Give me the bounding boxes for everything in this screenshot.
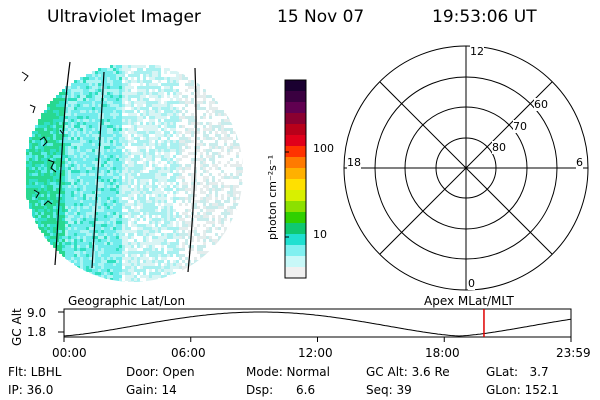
colorbar-swatch <box>285 157 306 169</box>
y-tick-9: 9.0 <box>27 306 47 320</box>
colorbar-swatch <box>285 179 306 191</box>
colorbar-swatch <box>285 80 306 92</box>
polar-lat-60: 60 <box>534 98 548 111</box>
mode-status: Mode: Normal <box>246 365 330 379</box>
meridian-line-3 <box>187 67 197 273</box>
ip-status: IP: 36.0 <box>8 383 54 397</box>
polar-lat-70: 70 <box>513 120 527 133</box>
glon-status: GLon: 152.1 <box>486 383 559 397</box>
x-tick-2359: 23:59 <box>556 346 591 360</box>
uv-disk-image <box>26 65 243 282</box>
polar-lat-80: 80 <box>492 141 506 154</box>
geographic-label: Geographic Lat/Lon <box>68 294 186 308</box>
colorbar-swatch <box>285 102 306 114</box>
colorbar-swatch <box>285 168 306 180</box>
polar-label-6: 6 <box>576 156 583 169</box>
colorbar-swatch <box>285 201 306 213</box>
altitude-curve <box>63 311 572 337</box>
polar-label-0: 0 <box>468 277 475 290</box>
flt-status: Flt: LBHL <box>8 365 62 379</box>
colorbar-swatch <box>285 234 306 246</box>
colorbar-swatch <box>285 245 306 257</box>
dsp-status: Dsp: 6.6 <box>246 383 316 397</box>
glat-status: GLat: 3.7 <box>486 365 549 379</box>
seq-status: Seq: 39 <box>366 383 412 397</box>
time-label: 19:53:06 UT <box>432 7 537 27</box>
coastline <box>21 71 64 206</box>
x-tick-1800: 18:00 <box>425 346 460 360</box>
instrument-title: Ultraviolet Imager <box>47 7 201 27</box>
x-tick-0000: 00:00 <box>52 346 87 360</box>
colorbar-tick-10: 10 <box>313 228 327 241</box>
y-tick-1-8: 1.8 <box>27 325 47 339</box>
meridian-line-2 <box>91 71 105 269</box>
colorbar <box>285 80 306 279</box>
colorbar-swatch <box>285 223 306 235</box>
polar-label-18: 18 <box>347 156 361 169</box>
x-tick-1200: 12:00 <box>298 346 333 360</box>
colorbar-swatch <box>285 256 306 268</box>
door-status: Door: Open <box>126 365 195 379</box>
meridian-line-1 <box>54 61 71 266</box>
colorbar-frame <box>284 79 307 279</box>
colorbar-swatch <box>285 124 306 136</box>
gc-alt-status: GC Alt: 3.6 Re <box>366 365 450 379</box>
polar-diagonal-2 <box>379 81 553 255</box>
altitude-frame <box>63 308 572 338</box>
colorbar-swatch <box>285 146 306 158</box>
colorbar-swatch <box>285 135 306 147</box>
date-label: 15 Nov 07 <box>277 7 365 27</box>
colorbar-swatch <box>285 91 306 103</box>
colorbar-swatch <box>285 212 306 224</box>
gain-status: Gain: 14 <box>126 383 177 397</box>
colorbar-swatch <box>285 113 306 125</box>
colorbar-swatch <box>285 267 306 279</box>
apex-label: Apex MLat/MLT <box>424 294 514 308</box>
colorbar-tick-100: 100 <box>313 142 334 155</box>
polar-label-12: 12 <box>470 45 484 58</box>
x-tick-0600: 06:00 <box>171 346 206 360</box>
colorbar-swatch <box>285 190 306 202</box>
